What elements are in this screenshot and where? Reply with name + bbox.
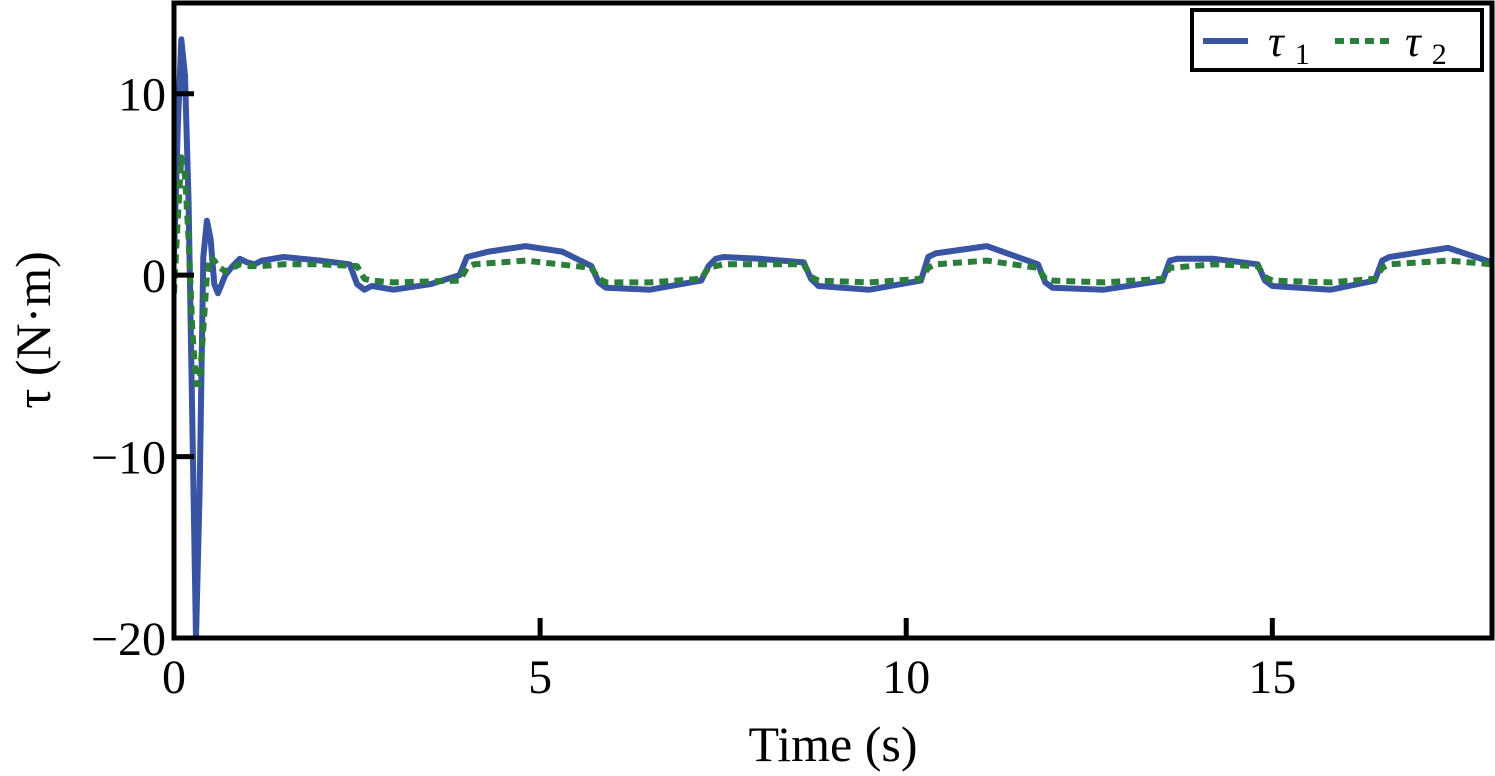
legend: τ 1 τ 2 <box>1190 8 1484 72</box>
x-tick-label: 15 <box>1248 651 1296 704</box>
x-tick-label: 0 <box>162 651 186 704</box>
legend-label-tau2: τ 2 <box>1405 17 1447 71</box>
y-tick-label: 0 <box>142 250 166 303</box>
x-tick-label: 10 <box>882 651 930 704</box>
axes-layer: −20 −10 0 10 0 5 10 15 <box>91 69 1296 704</box>
y-axis-title: τ (N·m) <box>5 251 61 409</box>
legend-symbol-tau2: τ <box>1405 17 1423 66</box>
series-layer <box>174 36 1492 638</box>
legend-subscript-tau2: 2 <box>1432 38 1447 71</box>
legend-subscript-tau1: 1 <box>1295 38 1310 71</box>
y-tick-label: 10 <box>118 69 166 122</box>
x-tick-label: 5 <box>528 651 552 704</box>
plot-frame <box>171 0 1495 641</box>
y-tick-label: −10 <box>91 432 166 485</box>
legend-label-tau1: τ 1 <box>1268 17 1310 71</box>
y-tick-label: −20 <box>91 613 166 666</box>
legend-symbol-tau1: τ <box>1268 17 1286 66</box>
series-line-tau1 <box>174 36 1492 638</box>
x-axis-title: Time (s) <box>748 716 917 772</box>
series-line-tau2 <box>174 154 1492 387</box>
